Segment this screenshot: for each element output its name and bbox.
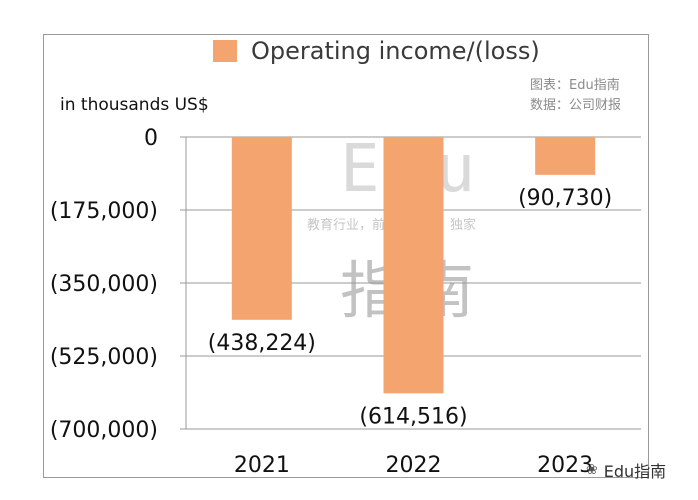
y-tick-label: (175,000) xyxy=(50,199,158,224)
legend-label: Operating income/(loss) xyxy=(251,37,540,65)
source-data-credit: 数据：公司财报 xyxy=(530,98,622,113)
y-tick-label: (525,000) xyxy=(50,345,158,370)
watermark-corner-text: Edu指南 xyxy=(603,462,667,481)
watermark-corner: ❀ Edu指南 xyxy=(586,458,666,482)
y-tick-label: (350,000) xyxy=(50,272,158,297)
source-chart-credit: 图表：Edu指南 xyxy=(530,78,620,93)
chart-frame xyxy=(43,34,649,478)
data-label: (90,730) xyxy=(518,186,612,211)
y-axis-unit-label: in thousands US$ xyxy=(60,95,209,115)
y-tick-label: (700,000) xyxy=(50,418,158,443)
bar xyxy=(231,137,292,320)
legend: Operating income/(loss) xyxy=(213,33,540,69)
y-tick-label: 0 xyxy=(144,126,158,151)
wechat-icon: ❀ xyxy=(586,462,598,478)
bar xyxy=(535,137,596,175)
x-tick-label: 2023 xyxy=(537,453,593,478)
x-tick-label: 2021 xyxy=(234,453,290,478)
data-label: (438,224) xyxy=(208,331,316,356)
data-label: (614,516) xyxy=(359,404,467,429)
legend-swatch xyxy=(213,40,237,62)
x-tick-label: 2022 xyxy=(386,453,442,478)
bar xyxy=(383,137,444,394)
